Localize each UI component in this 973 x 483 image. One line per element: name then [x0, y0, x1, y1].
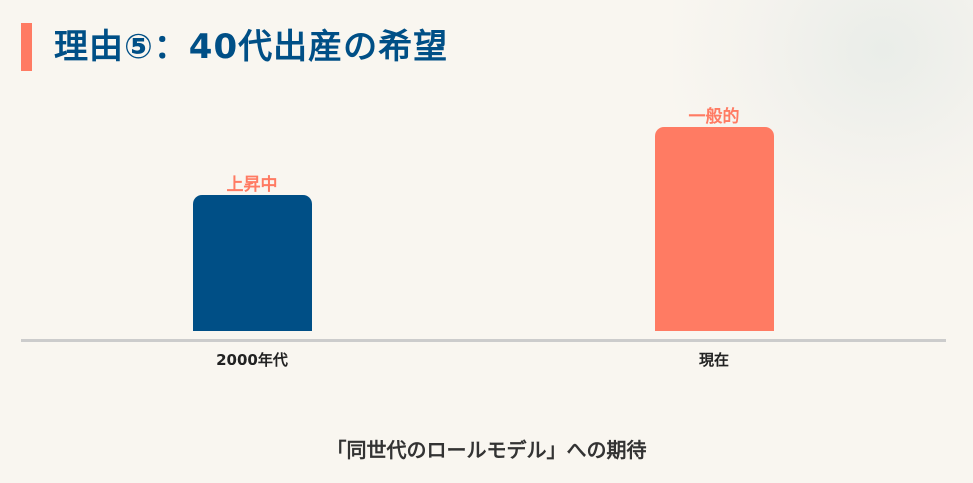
bar-2000s — [193, 195, 312, 331]
chart-caption: 「同世代のロールモデル」への期待 — [326, 438, 647, 462]
bar-current — [655, 127, 774, 331]
slide-header: 理由⑤：40代出産の希望 — [21, 23, 448, 71]
bar-value-label-current: 一般的 — [688, 107, 740, 127]
bar-value-label-2000s: 上昇中 — [226, 175, 278, 195]
x-axis-label-2000s: 2000年代 — [216, 351, 288, 369]
x-axis-label-current: 現在 — [698, 351, 729, 369]
title-accent-bar — [21, 23, 32, 71]
x-axis-line — [21, 339, 946, 342]
slide-title: 理由⑤：40代出産の希望 — [54, 27, 449, 67]
